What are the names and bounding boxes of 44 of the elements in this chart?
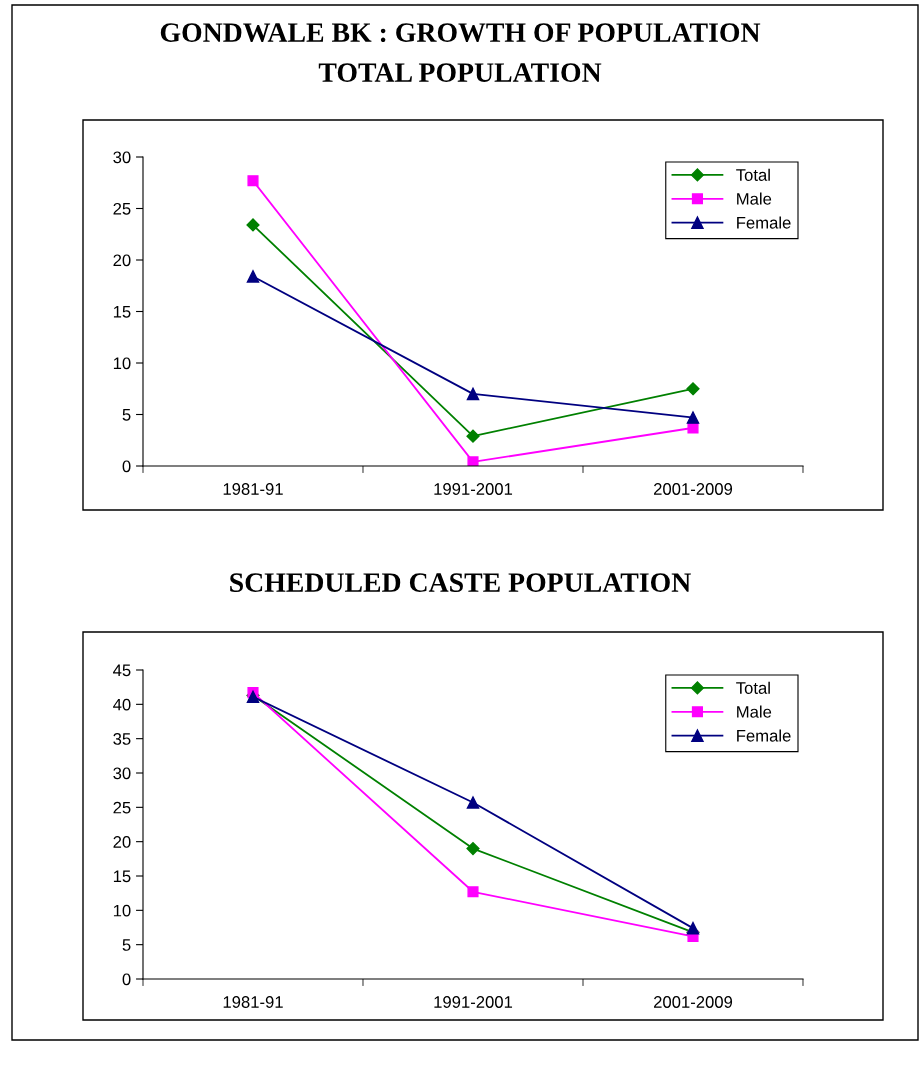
point xyxy=(466,796,480,809)
legend-label: Female xyxy=(737,729,791,742)
y-tick-label: 35 xyxy=(113,733,131,745)
y-tick-label: 0 xyxy=(122,460,131,473)
chart-title: GONDWALE BK : GROWTH OF POPULATION xyxy=(160,23,761,43)
x-tick-label: 2001-2009 xyxy=(653,483,733,495)
y-tick-label: 40 xyxy=(113,698,131,711)
legend-label: Male xyxy=(737,705,772,718)
point xyxy=(246,218,260,232)
legend-label: Male xyxy=(737,192,772,205)
y-tick-label: 20 xyxy=(113,254,131,267)
y-tick-label: 10 xyxy=(113,904,131,917)
point xyxy=(247,175,259,187)
x-tick-label: 1991-2001 xyxy=(434,483,513,495)
point xyxy=(467,886,479,898)
y-tick-label: 5 xyxy=(122,939,131,951)
x-tick-label: 1981-91 xyxy=(223,483,283,495)
y-tick-label: 30 xyxy=(113,767,131,780)
x-tick-label: 1981-91 xyxy=(223,996,283,1008)
point xyxy=(686,411,700,424)
chart-subtitle: TOTAL POPULATION xyxy=(318,63,602,82)
x-tick-label: 1991-2001 xyxy=(434,996,513,1008)
y-tick-label: 20 xyxy=(113,836,131,848)
y-tick-label: 15 xyxy=(113,306,131,318)
x-tick-label: 2001-2009 xyxy=(653,996,733,1008)
legend-label: Total xyxy=(736,681,770,694)
chart-title: SCHEDULED CASTE POPULATION xyxy=(230,573,691,592)
point xyxy=(467,456,479,466)
y-tick-label: 10 xyxy=(113,357,131,370)
y-tick-label: 45 xyxy=(113,664,131,677)
point xyxy=(686,382,700,396)
y-tick-label: 30 xyxy=(113,151,131,164)
y-tick-label: 0 xyxy=(122,973,131,986)
y-tick-label: 15 xyxy=(113,870,131,883)
y-tick-label: 25 xyxy=(113,202,131,215)
y-tick-label: 25 xyxy=(113,801,131,814)
point xyxy=(246,270,260,283)
legend-label: Total xyxy=(736,168,770,181)
point xyxy=(466,841,480,856)
point xyxy=(466,387,480,401)
point xyxy=(686,921,700,935)
legend-label: Female xyxy=(737,216,791,229)
y-tick-label: 5 xyxy=(122,409,131,421)
point xyxy=(466,429,480,443)
